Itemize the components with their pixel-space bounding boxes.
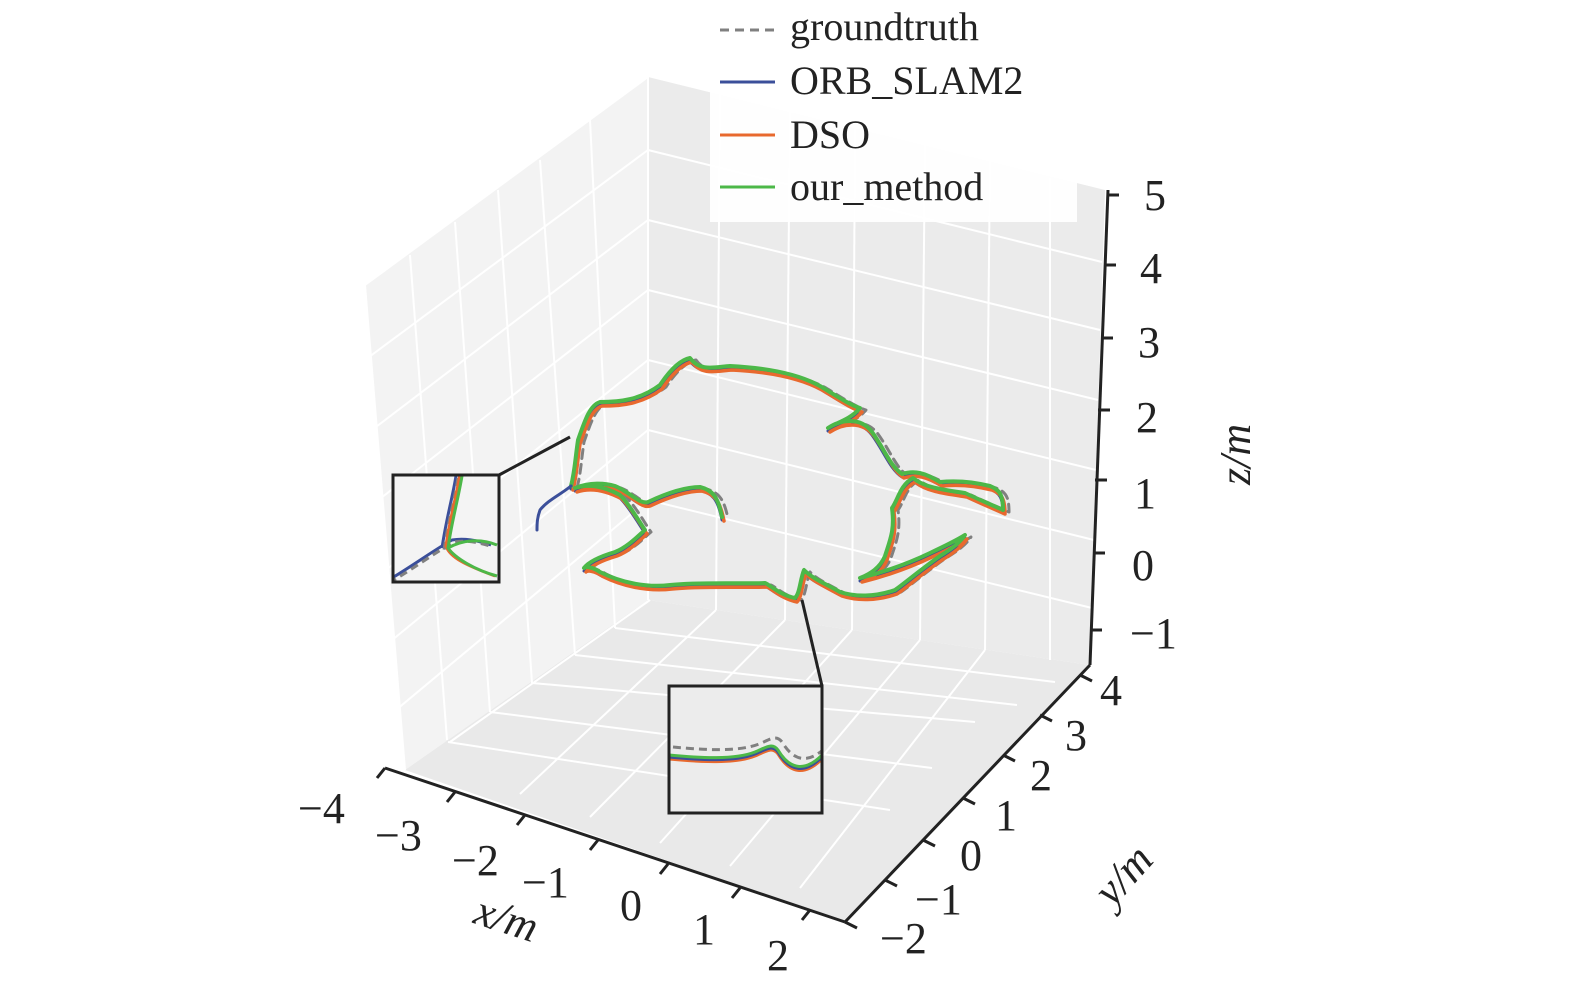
legend: groundtruth ORB_SLAM2 DSO our_method xyxy=(710,0,1077,222)
y-tick-label: 4 xyxy=(1100,666,1122,715)
axis-ticks xyxy=(375,193,1119,930)
x-tick-label: −2 xyxy=(452,836,499,885)
x-tick-label: −4 xyxy=(298,784,345,833)
x-axis-line xyxy=(384,766,846,924)
grid-line xyxy=(364,284,406,771)
x-tick-mark xyxy=(375,767,387,779)
y-tick-label: 0 xyxy=(960,831,982,880)
trajectory-orb-slam2-tail xyxy=(535,484,573,532)
x-tick-label: −3 xyxy=(375,811,422,860)
z-tick-label: −1 xyxy=(1130,609,1177,658)
y-tick-mark xyxy=(1002,753,1016,763)
z-tick-label: 4 xyxy=(1140,244,1162,293)
inset-bottom-groundtruth xyxy=(672,736,822,760)
inset-left-our-method xyxy=(446,475,498,578)
y-tick-mark xyxy=(922,838,936,848)
inset-bottom-orb-slam2 xyxy=(669,746,822,770)
x-tick-label: 2 xyxy=(767,931,789,980)
grid-line xyxy=(647,359,1097,471)
x-tick-mark xyxy=(658,863,670,875)
grid-line xyxy=(589,119,616,629)
trajectory-our-method xyxy=(569,356,1005,600)
x-tick-mark xyxy=(445,791,457,803)
x-tick-labels: −4 −3 −2 −1 0 1 2 xyxy=(298,784,789,980)
grid-line xyxy=(449,599,651,743)
grid-line xyxy=(364,149,649,361)
legend-frame xyxy=(710,0,1077,222)
y-tick-label: −1 xyxy=(915,875,962,924)
y-tick-label: 1 xyxy=(995,791,1017,840)
legend-label-dso: DSO xyxy=(790,112,870,157)
x-tick-label: −1 xyxy=(522,858,569,907)
grid-line xyxy=(454,221,491,713)
grid-line xyxy=(367,219,649,434)
y-tick-label: 2 xyxy=(1030,751,1052,800)
inset-bottom-dso xyxy=(669,748,822,772)
grid-line xyxy=(379,429,649,651)
inset-left xyxy=(391,473,501,584)
legend-label-our-method: our_method xyxy=(790,164,983,209)
inset-bottom-our-method xyxy=(669,744,822,768)
grid-line xyxy=(519,609,717,795)
y-axis-label: y/m xyxy=(1081,835,1163,918)
y-tick-label: −2 xyxy=(880,914,927,963)
grid-line xyxy=(647,429,1095,541)
inset-left-connector xyxy=(498,435,571,477)
grid-line xyxy=(984,159,991,651)
back-pane xyxy=(648,77,1105,665)
y-tick-mark xyxy=(1039,713,1053,723)
grid-line xyxy=(647,219,1101,331)
x-tick-mark xyxy=(588,839,600,851)
grid-line xyxy=(574,654,1018,706)
x-tick-label: 0 xyxy=(620,881,642,930)
grid-line xyxy=(729,639,921,867)
z-tick-label: 5 xyxy=(1144,171,1166,220)
grid-line xyxy=(799,649,986,889)
z-tick-label: 0 xyxy=(1132,541,1154,590)
z-tick-labels: −1 0 1 2 3 4 5 xyxy=(1130,171,1177,658)
z-tick-label: 3 xyxy=(1138,318,1160,367)
inset-bottom-connector xyxy=(800,599,824,687)
x-tick-mark xyxy=(730,887,742,899)
legend-label-orb-slam2: ORB_SLAM2 xyxy=(790,58,1023,103)
legend-label-groundtruth: groundtruth xyxy=(790,4,979,49)
y-tick-mark xyxy=(962,796,976,806)
grid-line xyxy=(539,159,576,656)
z-axis-line xyxy=(1088,189,1110,666)
trajectory-dso xyxy=(571,360,1007,604)
y-tick-mark xyxy=(1079,673,1093,683)
trajectory-series xyxy=(535,356,1011,604)
z-axis-label: z/m xyxy=(1211,424,1260,486)
y-tick-label: 3 xyxy=(1065,711,1087,760)
grid-line xyxy=(383,499,649,721)
grid-line xyxy=(371,289,649,506)
y-tick-mark xyxy=(884,878,898,888)
z-tick-label: 1 xyxy=(1134,469,1156,518)
y-tick-labels: −2 −1 0 1 2 3 4 xyxy=(880,666,1122,963)
z-tick-label: 2 xyxy=(1136,393,1158,442)
inset-bottom xyxy=(667,684,824,815)
x-tick-mark xyxy=(515,814,527,826)
y-tick-mark xyxy=(844,920,858,930)
x-tick-label: 1 xyxy=(693,905,715,954)
grid-line xyxy=(364,76,649,286)
grid-line xyxy=(647,289,1099,401)
x-tick-mark xyxy=(800,909,812,921)
